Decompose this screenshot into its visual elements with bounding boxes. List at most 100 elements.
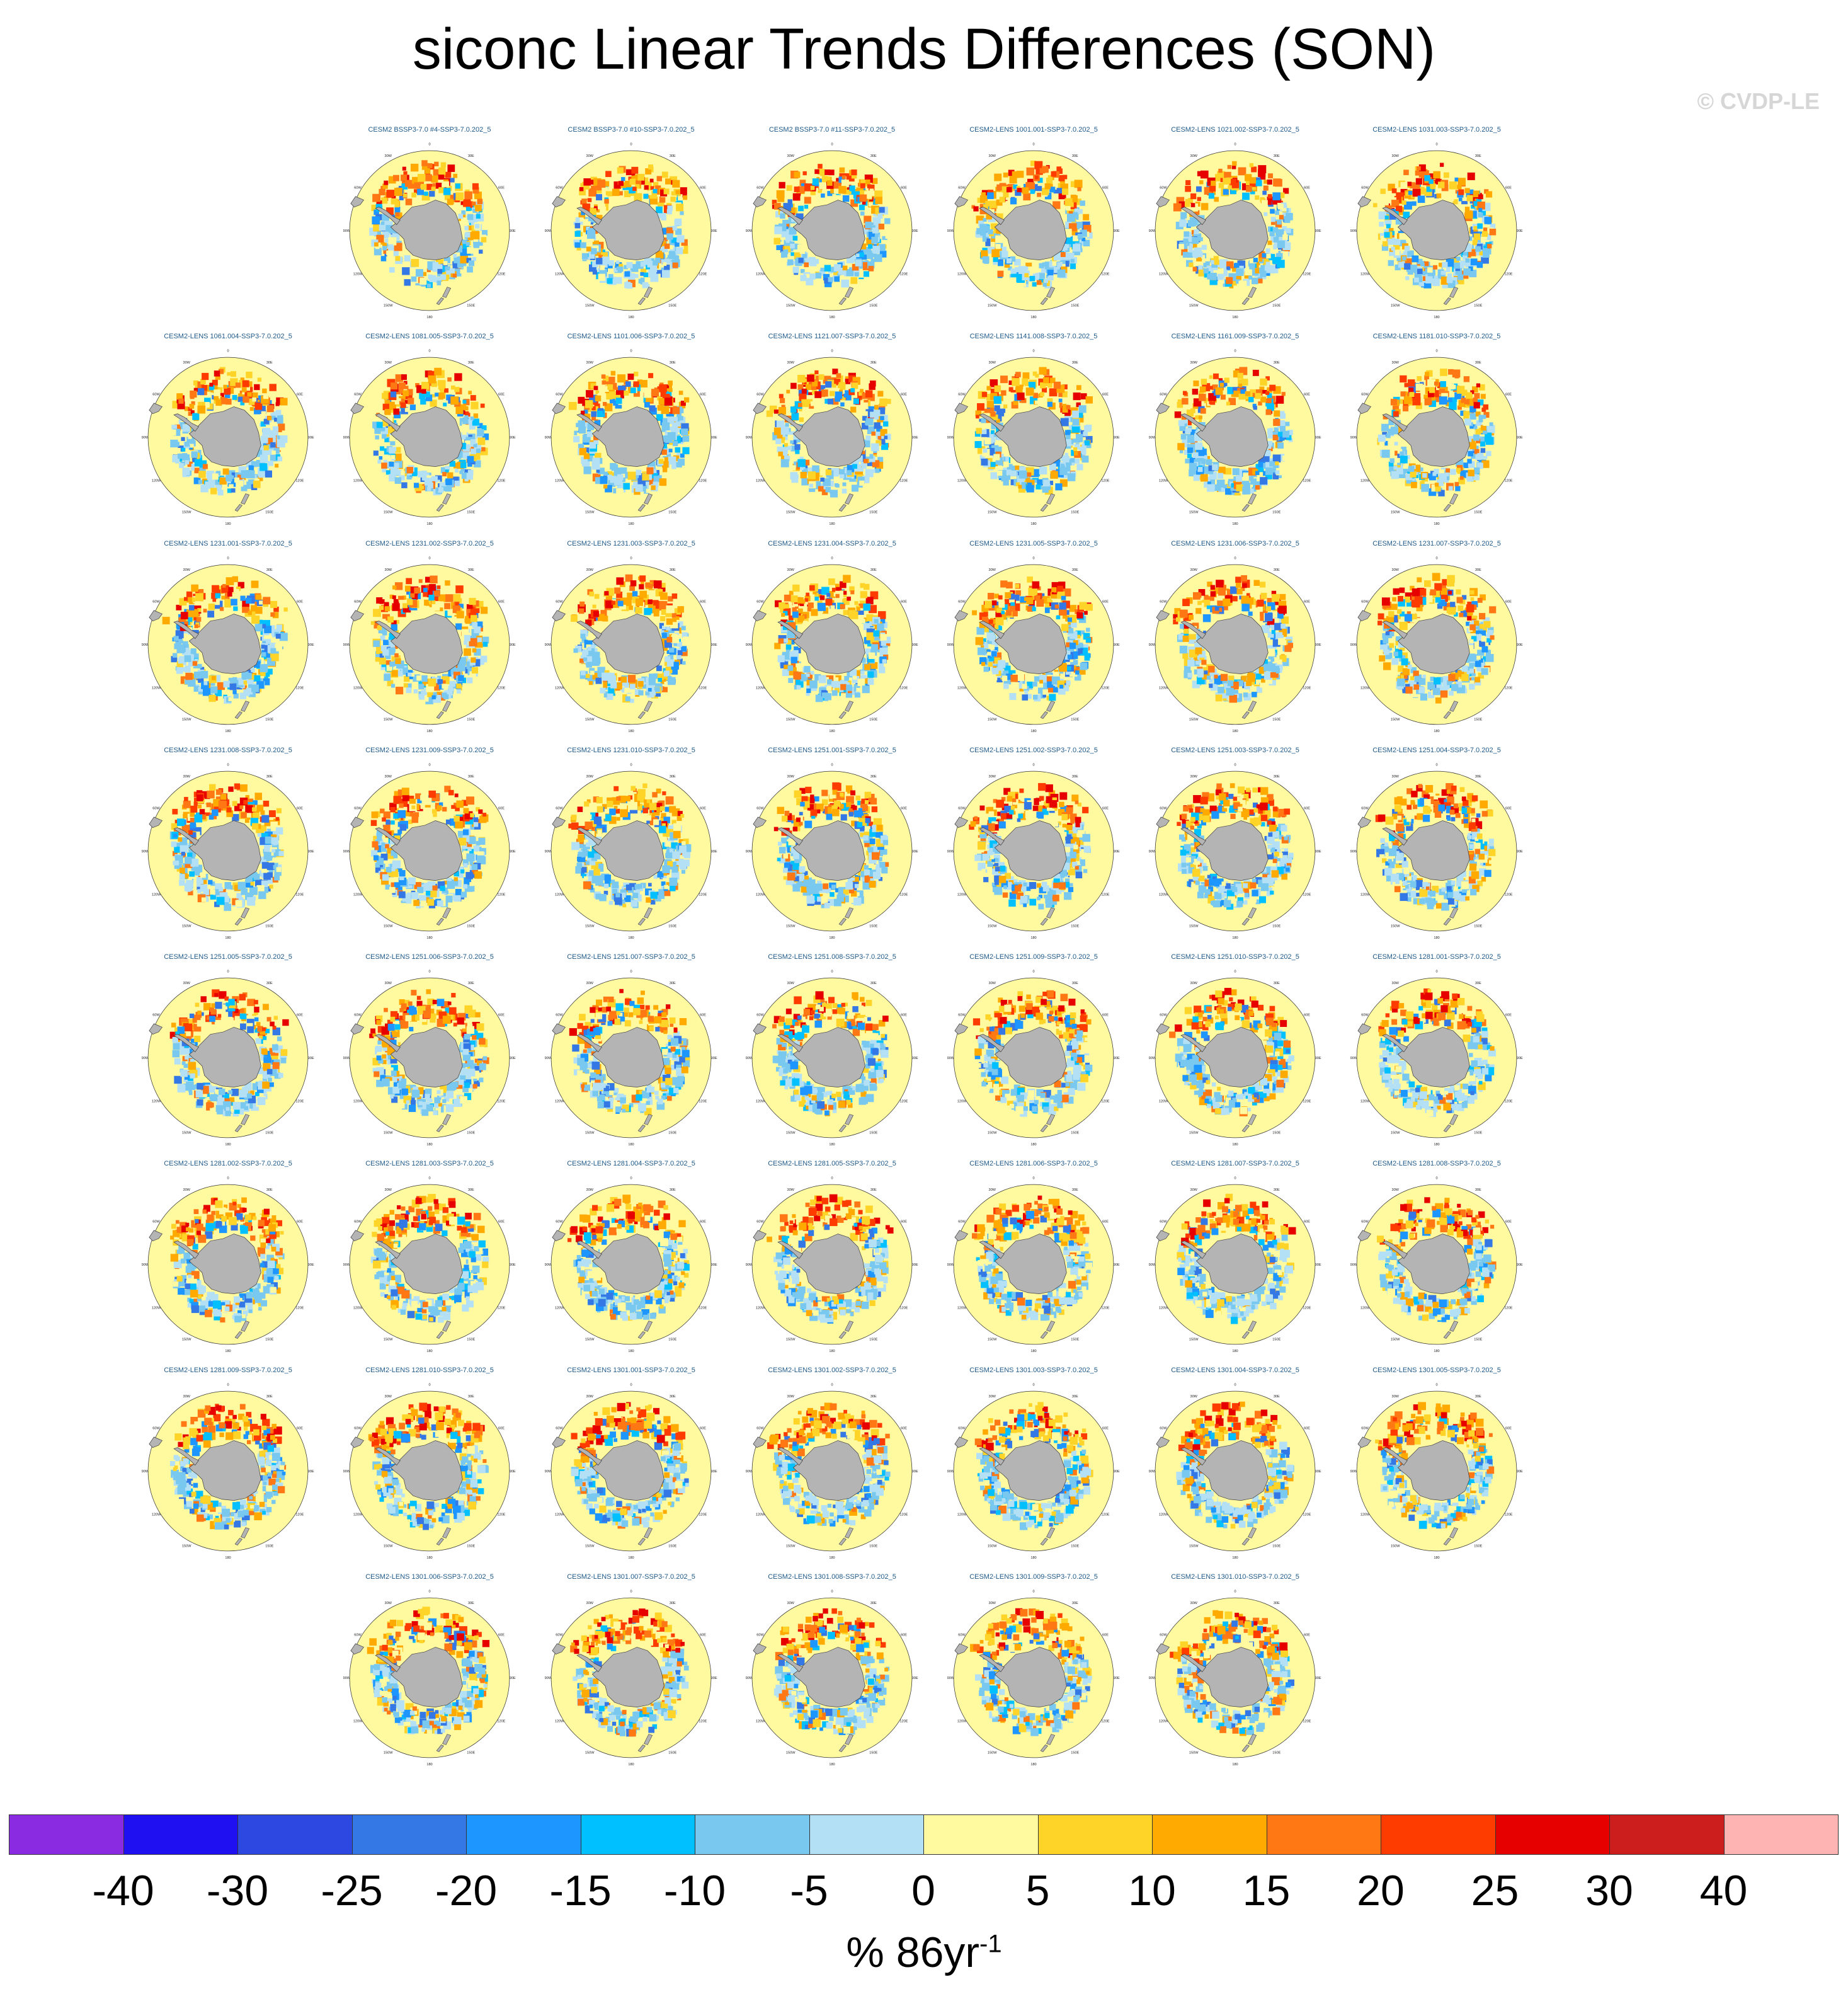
antarctica-land (1397, 406, 1470, 467)
longitude-label: 90W (746, 229, 753, 233)
south-america-land (552, 1643, 566, 1655)
map-panel: CESM2-LENS 1281.001-SSP3-7.0.202_5 0 30E 60… (1342, 953, 1531, 1155)
longitude-label: 180 (628, 522, 634, 526)
sea-ice-trend-field (767, 1194, 894, 1324)
longitude-label: 180 (829, 1349, 835, 1353)
antarctic-peninsula-land (173, 1447, 199, 1466)
south-america-land (954, 1643, 969, 1655)
antarctica-land (188, 1440, 261, 1501)
south-america-land (753, 196, 767, 208)
map-panel: CESM2-LENS 1251.006-SSP3-7.0.202_5 0 30E 60… (335, 953, 524, 1155)
colorbar-box (1609, 1814, 1725, 1855)
map-panel: CESM2-LENS 1301.007-SSP3-7.0.202_5 0 30E 60… (537, 1573, 726, 1775)
longitude-label: 0 (630, 1177, 632, 1181)
panel-title: CESM2-LENS 1001.001-SSP3-7.0.202_5 (969, 126, 1098, 134)
longitude-label: 90W (545, 1057, 552, 1060)
colorbar-tick-label: -30 (206, 1867, 269, 1915)
longitude-label: 120E (1101, 893, 1109, 897)
longitude-label: 180 (1030, 1763, 1036, 1767)
colorbar-box (1037, 1814, 1153, 1855)
longitude-label: 120W (152, 893, 161, 897)
south-america-land (350, 817, 365, 828)
map-panel: CESM2-LENS 1301.005-SSP3-7.0.202_5 0 30E 60… (1342, 1367, 1531, 1568)
antarctic-peninsula-land (777, 827, 803, 846)
map-panel: CESM2-LENS 1301.004-SSP3-7.0.202_5 0 30E 60… (1141, 1367, 1330, 1568)
longitude-label: 90E (510, 436, 516, 440)
longitude-label: 90W (1149, 850, 1156, 854)
longitude-label: 120E (497, 1099, 505, 1103)
longitude-label: 60E (1102, 600, 1109, 604)
longitude-label: 30E (1475, 361, 1481, 365)
new-zealand-land (1241, 1734, 1257, 1753)
panel-title: CESM2-LENS 1301.004-SSP3-7.0.202_5 (1171, 1367, 1299, 1374)
longitude-label: 60E (901, 1633, 907, 1637)
longitude-label: 150W (1189, 1751, 1199, 1755)
antarctic-peninsula-land (1382, 1447, 1408, 1466)
sea-ice-trend-field (162, 576, 288, 704)
longitude-label: 120E (295, 1099, 304, 1103)
antarctica-land (994, 200, 1067, 261)
longitude-label: 120W (555, 1306, 564, 1310)
longitude-label: 90W (1350, 229, 1358, 233)
south-america-land (753, 1230, 767, 1242)
south-polar-stereographic-map: 0 30E 60E 90E 120E 150E 180 150W 120W 90W 60W 30W (343, 764, 516, 940)
colorbar-box (1381, 1814, 1496, 1855)
new-zealand-land (838, 493, 854, 512)
longitude-label: 60E (700, 1013, 706, 1017)
longitude-label: 150W (384, 511, 393, 515)
south-polar-stereographic-map: 0 30E 60E 90E 120E 150E 180 150W 120W 90W 60W 30W (545, 764, 717, 940)
longitude-label: 0 (227, 970, 229, 974)
panel-title: CESM2-LENS 1301.001-SSP3-7.0.202_5 (567, 1367, 695, 1374)
antarctica-land (792, 1027, 865, 1088)
longitude-label: 30W (787, 1395, 794, 1399)
longitude-label: 180 (426, 316, 432, 319)
longitude-label: 30W (384, 568, 392, 572)
map-panel: CESM2-LENS 1121.007-SSP3-7.0.202_5 0 30E 60… (738, 333, 927, 534)
longitude-label: 30E (266, 982, 273, 985)
antarctic-peninsula-land (777, 1654, 803, 1673)
longitude-label: 60E (700, 1220, 706, 1223)
longitude-label: 30E (266, 1188, 273, 1192)
longitude-label: 90W (343, 1470, 351, 1474)
longitude-label: 150W (182, 1545, 191, 1549)
longitude-label: 30E (266, 568, 273, 572)
panel-title: CESM2-LENS 1281.001-SSP3-7.0.202_5 (1372, 953, 1501, 961)
longitude-label: 120W (353, 893, 363, 897)
antarctic-peninsula-land (979, 207, 1005, 226)
south-polar-stereographic-map: 0 30E 60E 90E 120E 150E 180 150W 120W 90W 60W 30W (746, 350, 918, 526)
longitude-label: 90W (1350, 1470, 1358, 1474)
longitude-label: 180 (225, 936, 231, 940)
longitude-label: 120E (699, 272, 707, 276)
sea-ice-trend-field (170, 1197, 285, 1323)
longitude-label: 180 (1232, 316, 1238, 319)
new-zealand-land (1241, 907, 1257, 926)
longitude-label: 30E (1072, 568, 1078, 572)
longitude-label: 30W (1190, 1602, 1197, 1605)
longitude-label: 90E (711, 1470, 717, 1474)
longitude-label: 150W (988, 1545, 997, 1549)
longitude-label: 0 (831, 970, 833, 974)
longitude-label: 150E (1071, 1338, 1079, 1342)
longitude-label: 150W (1391, 718, 1400, 722)
new-zealand-land (637, 907, 653, 926)
longitude-label: 30E (870, 568, 877, 572)
antarctic-peninsula-land (173, 827, 199, 846)
longitude-label: 90E (1517, 436, 1523, 440)
longitude-label: 60E (1505, 1426, 1512, 1430)
antarctic-peninsula-land (1382, 1034, 1408, 1053)
south-america-land (1357, 403, 1372, 415)
antarctic-peninsula-land (576, 1654, 602, 1673)
antarctic-peninsula-land (576, 1241, 602, 1259)
panel-title: CESM2 BSSP3-7.0 #4-SSP3-7.0.202_5 (368, 126, 491, 134)
longitude-label: 90E (1114, 850, 1120, 854)
longitude-label: 90W (947, 436, 955, 440)
south-america-land (350, 1230, 365, 1242)
longitude-label: 120E (699, 1306, 707, 1310)
longitude-label: 150E (1071, 718, 1079, 722)
colorbar-box (1152, 1814, 1267, 1855)
longitude-label: 30E (1475, 982, 1481, 985)
longitude-label: 90E (510, 1263, 516, 1267)
longitude-label: 60W (354, 1426, 362, 1430)
antarctica-land (591, 1647, 664, 1708)
longitude-label: 120E (1504, 1306, 1512, 1310)
